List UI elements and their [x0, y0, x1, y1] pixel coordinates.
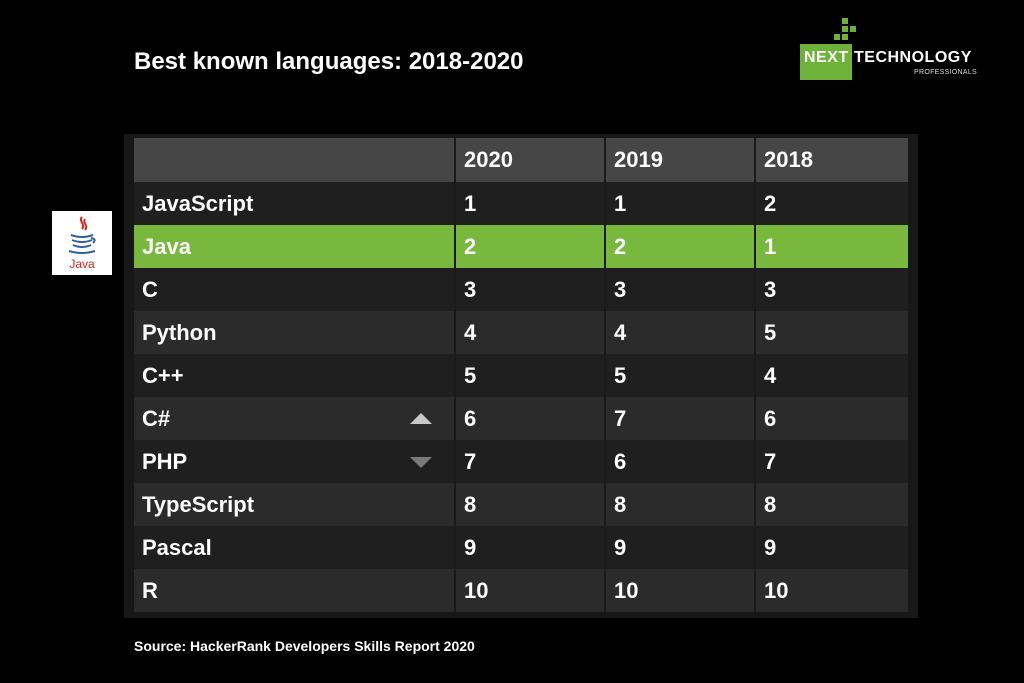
cell-2019: 8	[606, 483, 756, 526]
cell-language: Python	[134, 311, 366, 354]
header-2018: 2018	[756, 138, 908, 182]
table-body: JavaScript 1 1 2 Java 2 2 1 C 3 3 3 Python 4 4 5 C++ 5 5 4 C…	[134, 182, 908, 612]
logo-word-technology: TECHNOLOGY	[854, 49, 972, 66]
cell-language: PHP	[134, 440, 366, 483]
cell-trend	[366, 483, 456, 526]
chart-title: Best known languages: 2018-2020	[134, 48, 524, 75]
cell-language: C++	[134, 354, 366, 397]
cell-language: TypeScript	[134, 483, 366, 526]
logo-word-next: NEXT	[804, 49, 849, 66]
cell-trend	[366, 225, 456, 268]
cell-language: Pascal	[134, 526, 366, 569]
cell-2018: 5	[756, 311, 908, 354]
cell-2018: 1	[756, 225, 908, 268]
cell-2018: 2	[756, 182, 908, 225]
cell-trend	[366, 397, 456, 440]
header-trend	[366, 138, 456, 182]
table-row: TypeScript 8 8 8	[134, 483, 908, 526]
cell-2019: 7	[606, 397, 756, 440]
cell-trend	[366, 569, 456, 612]
next-technology-logo: NEXT TECHNOLOGY PROFESSIONALS	[800, 18, 990, 80]
cell-2019: 1	[606, 182, 756, 225]
cell-2020: 3	[456, 268, 606, 311]
cell-2020: 9	[456, 526, 606, 569]
cell-2020: 10	[456, 569, 606, 612]
rank-down-icon	[410, 457, 432, 468]
cell-2019: 6	[606, 440, 756, 483]
cell-trend	[366, 526, 456, 569]
cell-2020: 2	[456, 225, 606, 268]
source-note: Source: HackerRank Developers Skills Rep…	[134, 638, 475, 654]
cell-2018: 4	[756, 354, 908, 397]
cell-trend	[366, 182, 456, 225]
cell-2019: 3	[606, 268, 756, 311]
cell-2020: 8	[456, 483, 606, 526]
cell-2020: 6	[456, 397, 606, 440]
table-row: PHP 7 6 7	[134, 440, 908, 483]
cell-2019: 5	[606, 354, 756, 397]
cell-2018: 7	[756, 440, 908, 483]
java-cup-icon: Java	[68, 216, 96, 271]
header-2020: 2020	[456, 138, 606, 182]
logo-subtitle: PROFESSIONALS	[914, 69, 978, 76]
table-row: Pascal 9 9 9	[134, 526, 908, 569]
cell-2019: 4	[606, 311, 756, 354]
rank-up-icon	[410, 413, 432, 424]
header-language	[134, 138, 366, 182]
table-row: Python 4 4 5	[134, 311, 908, 354]
cell-2018: 9	[756, 526, 908, 569]
cell-language: Java	[134, 225, 366, 268]
cell-2018: 10	[756, 569, 908, 612]
table-row: JavaScript 1 1 2	[134, 182, 908, 225]
cell-2018: 8	[756, 483, 908, 526]
cell-2019: 10	[606, 569, 756, 612]
cell-2018: 3	[756, 268, 908, 311]
cell-2020: 5	[456, 354, 606, 397]
cell-language: JavaScript	[134, 182, 366, 225]
table-row: C# 6 7 6	[134, 397, 908, 440]
cell-trend	[366, 440, 456, 483]
cell-language: C#	[134, 397, 366, 440]
cell-2020: 1	[456, 182, 606, 225]
ranking-table: 2020 2019 2018 JavaScript 1 1 2 Java 2 2 1 C 3 3 3 P…	[134, 138, 908, 612]
cell-2020: 7	[456, 440, 606, 483]
cell-trend	[366, 311, 456, 354]
cell-language: C	[134, 268, 366, 311]
cell-2020: 4	[456, 311, 606, 354]
table-row: C++ 5 5 4	[134, 354, 908, 397]
svg-text:Java: Java	[69, 257, 95, 271]
cell-2018: 6	[756, 397, 908, 440]
table-row: R 10 10 10	[134, 569, 908, 612]
cell-trend	[366, 354, 456, 397]
table-row: Java 2 2 1	[134, 225, 908, 268]
table-header-row: 2020 2019 2018	[134, 138, 908, 182]
cell-2019: 2	[606, 225, 756, 268]
cell-2019: 9	[606, 526, 756, 569]
cell-language: R	[134, 569, 366, 612]
java-logo: Java	[52, 211, 112, 275]
cell-trend	[366, 268, 456, 311]
header-2019: 2019	[606, 138, 756, 182]
